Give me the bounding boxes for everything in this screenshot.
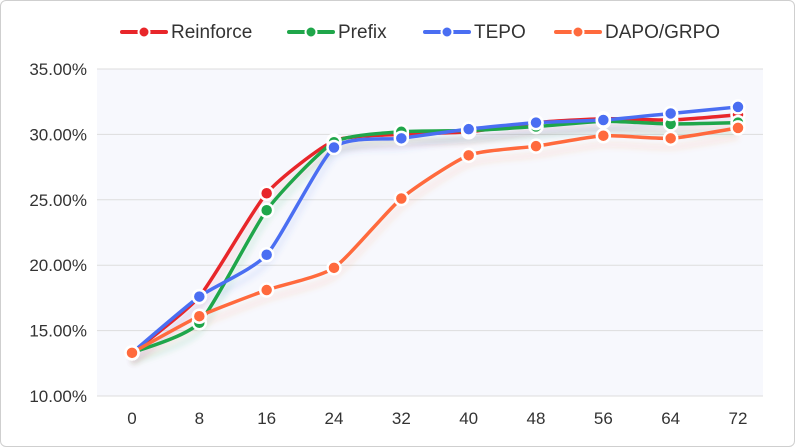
series-shadow-tepo: [130, 113, 739, 364]
x-tick-label: 48: [527, 409, 546, 428]
y-tick-label: 35.00%: [29, 60, 87, 79]
data-point-dapo-grpo[interactable]: [528, 138, 544, 154]
legend-label: Prefix: [338, 22, 387, 43]
data-point-prefix[interactable]: [258, 202, 275, 219]
series-line-tepo: [130, 105, 740, 355]
legend-item-prefix[interactable]: Prefix: [287, 22, 387, 43]
data-point-dapo-grpo[interactable]: [460, 147, 477, 164]
data-point-tepo[interactable]: [393, 130, 410, 147]
legend-label: TEPO: [474, 22, 526, 43]
legend-marker-swatch: [571, 25, 585, 39]
y-tick-label: 20.00%: [29, 256, 87, 275]
legend-item-reinforce[interactable]: Reinforce: [120, 22, 252, 43]
data-point-dapo-grpo[interactable]: [730, 120, 746, 136]
data-point-tepo[interactable]: [326, 139, 342, 156]
legend-item-dapo-grpo[interactable]: DAPO/GRPO: [554, 22, 720, 43]
legend-marker-swatch: [440, 25, 454, 39]
series-markers: [124, 99, 746, 361]
y-tick-label: 10.00%: [29, 387, 87, 406]
x-tick-label: 56: [594, 409, 613, 428]
data-point-dapo-grpo[interactable]: [595, 127, 612, 144]
data-point-dapo-grpo[interactable]: [662, 130, 679, 147]
data-point-dapo-grpo[interactable]: [124, 345, 140, 361]
series-line-dapo-grpo: [130, 126, 740, 355]
data-point-tepo[interactable]: [258, 246, 275, 263]
legend-marker-swatch: [137, 25, 151, 39]
series-line-prefix: [130, 119, 740, 355]
axes: 10.00% 15.00% 20.00% 25.00% 30.00% 35.00% 0 8 16…: [29, 60, 763, 428]
y-tick-label: 15.00%: [29, 322, 87, 341]
data-point-dapo-grpo[interactable]: [191, 308, 208, 324]
y-tick-label: 30.00%: [29, 125, 87, 144]
data-point-tepo[interactable]: [730, 99, 746, 115]
plot-area: [97, 69, 763, 396]
x-tick-label: 40: [459, 409, 478, 428]
x-tick-label: 64: [661, 409, 680, 428]
data-point-reinforce[interactable]: [258, 185, 275, 202]
x-tick-label: 24: [325, 409, 344, 428]
data-point-dapo-grpo[interactable]: [393, 190, 410, 207]
data-point-dapo-grpo[interactable]: [258, 282, 275, 298]
data-point-tepo[interactable]: [528, 114, 544, 131]
data-point-tepo[interactable]: [460, 121, 477, 137]
data-point-tepo[interactable]: [662, 105, 679, 122]
data-point-dapo-grpo[interactable]: [326, 260, 342, 276]
legend-label: DAPO/GRPO: [605, 22, 720, 43]
data-point-tepo[interactable]: [595, 112, 612, 128]
x-tick-label: 16: [257, 409, 276, 428]
series-shadows: [130, 113, 739, 365]
x-tick-label: 0: [127, 409, 136, 428]
legend-label: Reinforce: [171, 22, 252, 43]
series-lines: [130, 105, 740, 355]
legend-item-tepo[interactable]: TEPO: [423, 22, 526, 43]
y-tick-label: 25.00%: [29, 191, 87, 210]
data-point-tepo[interactable]: [191, 288, 208, 305]
legend: Reinforce Prefix TEPO DAPO/GRPO: [120, 22, 720, 43]
legend-marker-swatch: [304, 25, 318, 39]
x-tick-label: 72: [729, 409, 748, 428]
series-shadow-dapo-grpo: [130, 134, 739, 365]
x-tick-label: 32: [392, 409, 411, 428]
x-tick-label: 8: [195, 409, 204, 428]
